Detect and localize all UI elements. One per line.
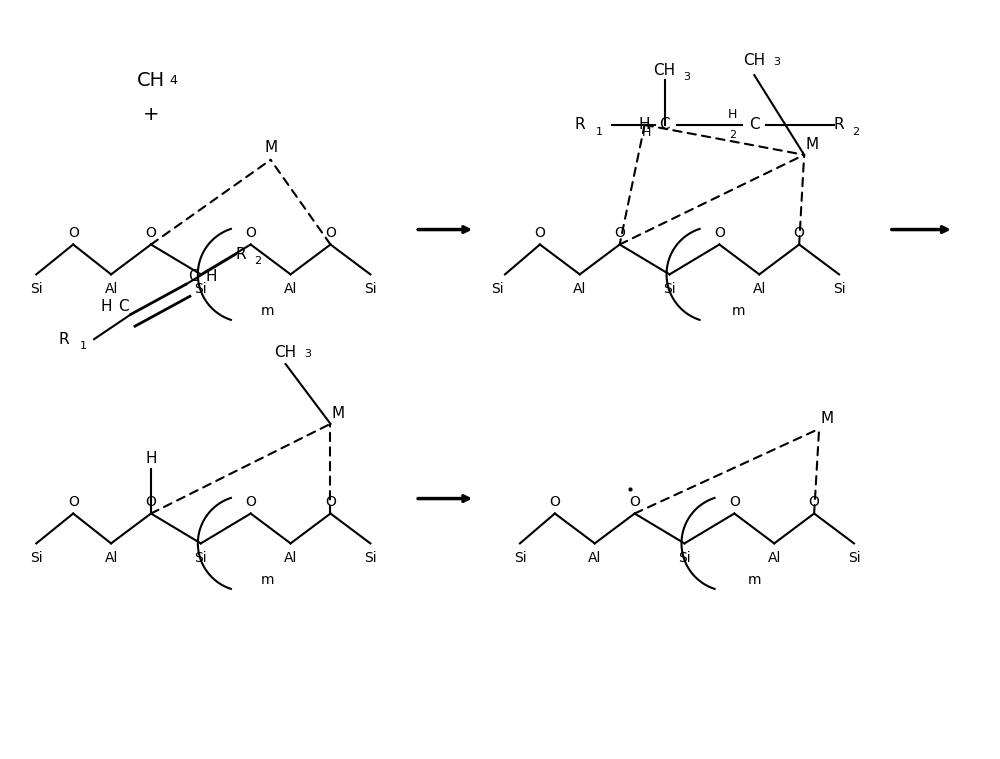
Text: Si: Si (364, 551, 377, 565)
Text: m: m (747, 573, 761, 587)
Text: O: O (714, 225, 725, 240)
Text: R: R (59, 332, 70, 347)
Text: O: O (325, 225, 336, 240)
Text: 1: 1 (80, 341, 87, 351)
Text: CH: CH (653, 63, 676, 77)
Text: 2: 2 (852, 127, 860, 137)
Text: Si: Si (514, 551, 526, 565)
Text: O: O (549, 495, 560, 509)
Text: Si: Si (195, 551, 207, 565)
Text: 3: 3 (773, 57, 780, 67)
Text: Al: Al (573, 282, 586, 296)
Text: C: C (118, 299, 128, 313)
Text: O: O (729, 495, 740, 509)
Text: O: O (245, 225, 256, 240)
Text: Si: Si (30, 551, 43, 565)
Text: Al: Al (104, 282, 118, 296)
Text: Al: Al (104, 551, 118, 565)
Text: Si: Si (663, 282, 676, 296)
Text: C: C (749, 118, 760, 132)
Text: m: m (731, 304, 745, 318)
Text: H: H (100, 299, 112, 313)
Text: Si: Si (30, 282, 43, 296)
Text: O: O (68, 225, 79, 240)
Text: Si: Si (364, 282, 377, 296)
Text: O: O (629, 495, 640, 509)
Text: O: O (325, 495, 336, 509)
Text: H: H (639, 118, 650, 132)
Text: R: R (574, 118, 585, 132)
Text: Al: Al (588, 551, 601, 565)
Text: +: + (143, 106, 159, 124)
Text: R: R (834, 118, 844, 132)
Text: 3: 3 (304, 349, 311, 359)
Text: R: R (235, 247, 246, 262)
Text: H: H (205, 269, 217, 284)
Text: 1: 1 (596, 127, 603, 137)
Text: C: C (659, 118, 670, 132)
Text: Al: Al (768, 551, 781, 565)
Text: 4: 4 (169, 74, 177, 87)
Text: C: C (189, 269, 199, 284)
Text: Al: Al (753, 282, 766, 296)
Text: CH: CH (275, 345, 297, 360)
Text: m: m (261, 304, 274, 318)
Text: Si: Si (678, 551, 691, 565)
Text: M: M (264, 140, 277, 156)
Text: CH: CH (743, 52, 765, 68)
Text: O: O (809, 495, 820, 509)
Text: O: O (146, 495, 156, 509)
Text: CH: CH (137, 71, 165, 90)
Text: Al: Al (284, 551, 297, 565)
Text: H: H (642, 127, 651, 140)
Text: O: O (146, 225, 156, 240)
Text: m: m (261, 573, 274, 587)
Text: O: O (245, 495, 256, 509)
Text: Si: Si (833, 282, 845, 296)
Text: M: M (806, 137, 819, 153)
Text: 2: 2 (254, 257, 261, 266)
Text: H: H (145, 451, 157, 466)
Text: Si: Si (848, 551, 860, 565)
Text: O: O (68, 495, 79, 509)
Text: O: O (794, 225, 805, 240)
Text: Si: Si (195, 282, 207, 296)
Text: O: O (614, 225, 625, 240)
Text: M: M (332, 406, 345, 421)
Text: 2: 2 (729, 130, 736, 140)
Text: Al: Al (284, 282, 297, 296)
Text: H: H (728, 109, 737, 121)
Text: O: O (534, 225, 545, 240)
Text: 3: 3 (683, 72, 690, 82)
Text: Si: Si (491, 282, 503, 296)
Text: M: M (821, 411, 834, 427)
